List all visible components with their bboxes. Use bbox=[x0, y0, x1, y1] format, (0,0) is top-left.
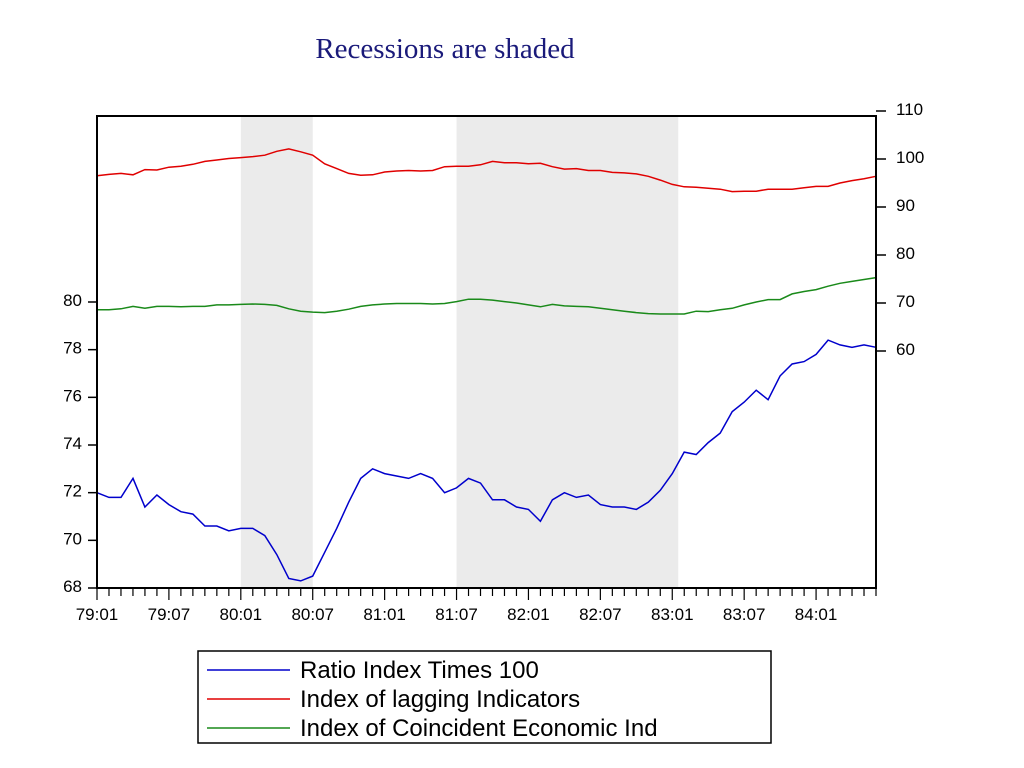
right-tick-label: 90 bbox=[896, 196, 915, 215]
legend-box bbox=[197, 650, 772, 744]
series-line-3 bbox=[97, 276, 877, 315]
x-tick-label: 82:07 bbox=[579, 605, 622, 624]
left-tick-label: 72 bbox=[63, 482, 82, 501]
recession-band-1 bbox=[240, 116, 313, 588]
plot-frame bbox=[96, 115, 877, 589]
x-tick-label: 81:01 bbox=[363, 605, 406, 624]
legend-label-2: Index of lagging Indicators bbox=[300, 686, 580, 713]
series-line-1 bbox=[96, 339, 877, 582]
x-tick-label: 80:01 bbox=[220, 605, 263, 624]
right-tick-label: 70 bbox=[896, 292, 915, 311]
x-tick-label: 83:07 bbox=[723, 605, 766, 624]
right-tick-label: 80 bbox=[896, 244, 915, 263]
x-tick-label: 79:07 bbox=[148, 605, 191, 624]
left-tick-label: 78 bbox=[63, 339, 82, 358]
chart-title: Recessions are shaded bbox=[315, 33, 575, 65]
legend-label-1: Ratio Index Times 100 bbox=[300, 657, 539, 684]
left-tick-label: 68 bbox=[63, 577, 82, 596]
series-line-2 bbox=[96, 148, 877, 193]
recession-band-2 bbox=[456, 116, 679, 588]
x-tick-label: 83:01 bbox=[651, 605, 694, 624]
x-tick-label: 81:07 bbox=[435, 605, 478, 624]
left-tick-label: 76 bbox=[63, 386, 82, 405]
left-tick-label: 70 bbox=[63, 529, 82, 548]
right-tick-label: 60 bbox=[896, 340, 915, 359]
x-tick-label: 84:01 bbox=[795, 605, 838, 624]
right-tick-label: 100 bbox=[896, 148, 924, 167]
right-tick-label: 110 bbox=[896, 100, 923, 119]
left-tick-label: 80 bbox=[63, 291, 82, 310]
left-tick-label: 74 bbox=[63, 434, 82, 453]
x-tick-label: 80:07 bbox=[291, 605, 334, 624]
x-tick-label: 82:01 bbox=[507, 605, 550, 624]
x-tick-label: 79:01 bbox=[76, 605, 119, 624]
legend-label-3: Index of Coincident Economic Ind bbox=[300, 715, 658, 742]
